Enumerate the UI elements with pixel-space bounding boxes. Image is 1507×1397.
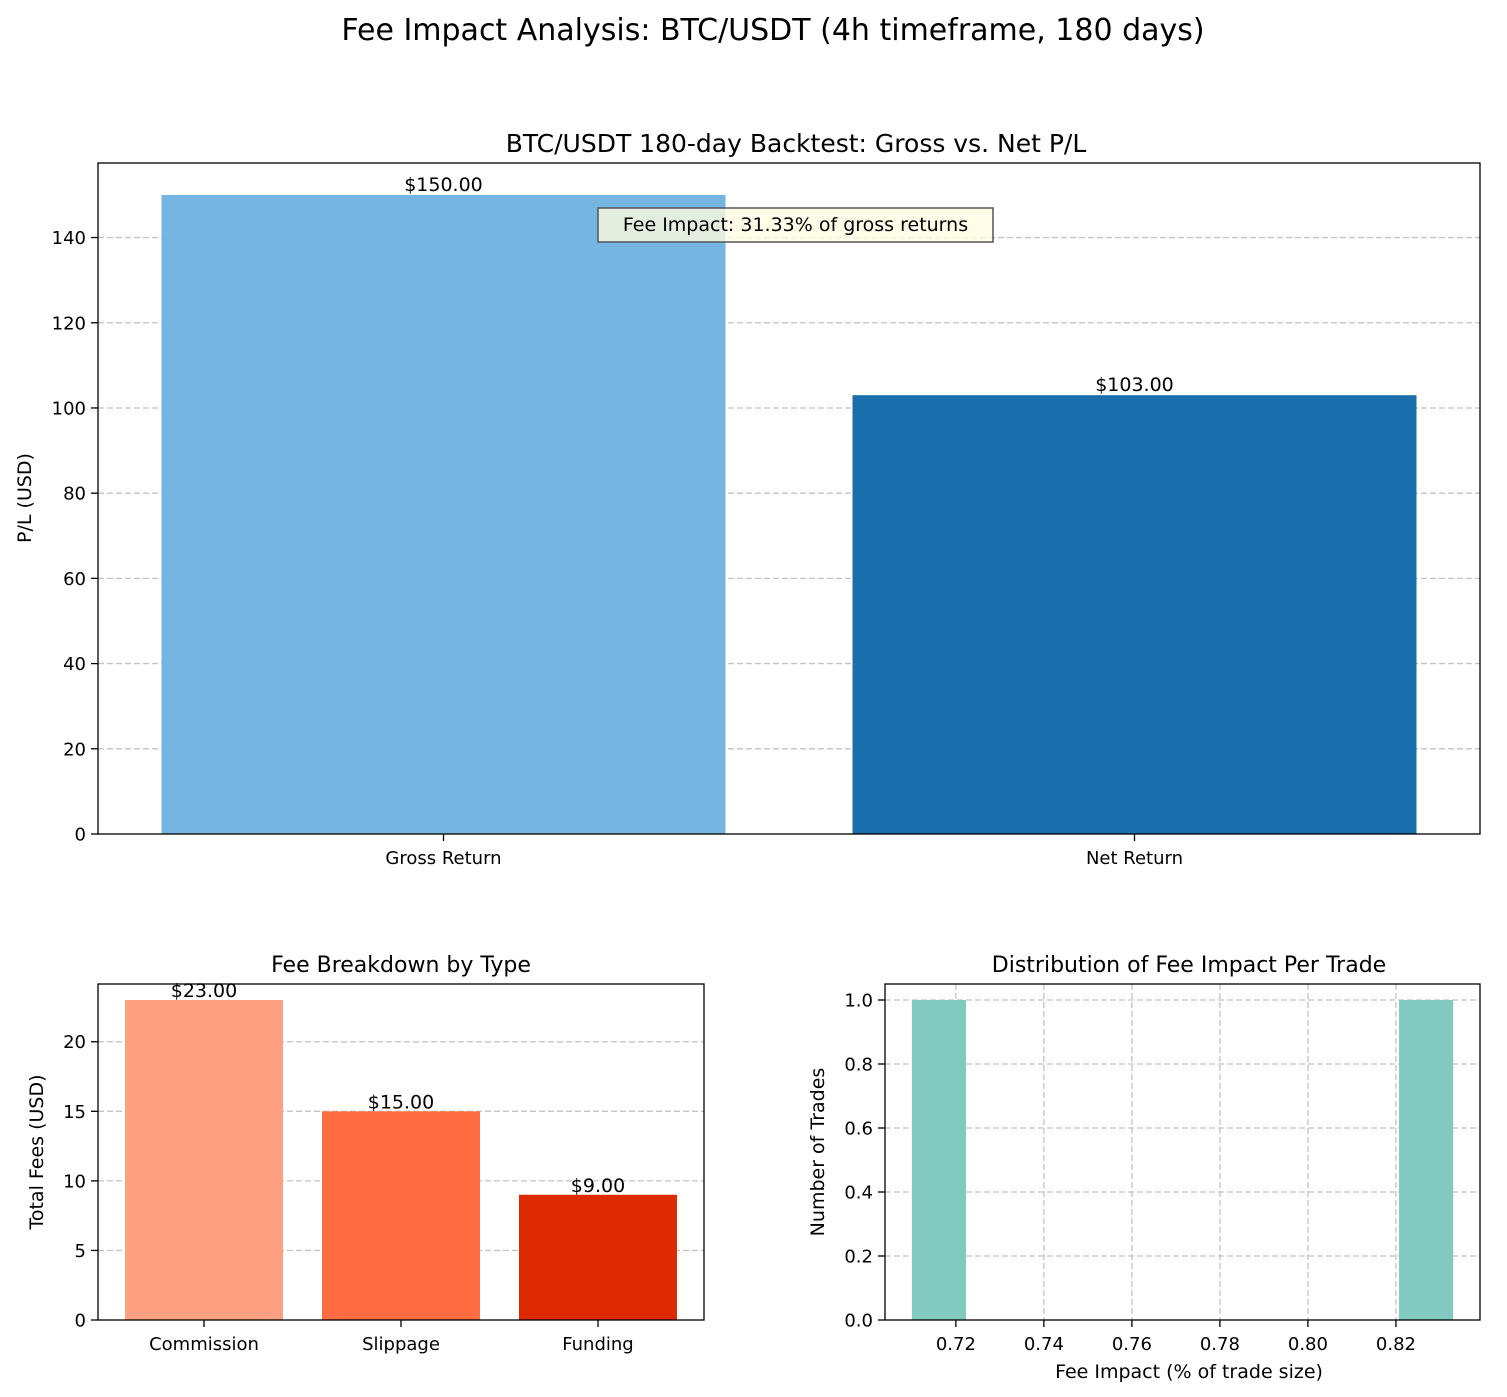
fee-breakdown-title: Fee Breakdown by Type xyxy=(271,953,531,978)
fee-distribution-x-axis-label: Fee Impact (% of trade size) xyxy=(1055,1361,1323,1383)
y-tick-label: 20 xyxy=(63,739,86,760)
x-tick-label: Gross Return xyxy=(385,848,501,869)
gross-net-chart: 0 20 40 60 80 100 120 140 Gross Return Net Retur… xyxy=(14,129,1481,869)
bar-funding xyxy=(519,1194,677,1320)
histogram-bar xyxy=(911,1000,966,1320)
y-tick-label: 10 xyxy=(63,1171,86,1192)
gross-net-title: BTC/USDT 180-day Backtest: Gross vs. Net… xyxy=(506,129,1087,158)
bar-value-label: $23.00 xyxy=(171,980,237,1002)
y-tick-label: 1.0 xyxy=(844,991,873,1012)
histogram-bar xyxy=(1399,1000,1454,1320)
x-tick-label: 0.72 xyxy=(936,1334,976,1355)
fee-distribution-x-ticks: 0.72 0.74 0.76 0.78 0.80 0.82 xyxy=(936,1320,1416,1355)
gross-net-y-axis-label: P/L (USD) xyxy=(14,453,36,543)
x-tick-label: Slippage xyxy=(362,1334,440,1355)
x-tick-label: Funding xyxy=(562,1334,633,1355)
y-tick-label: 0.6 xyxy=(844,1119,873,1140)
gross-net-plot-frame xyxy=(97,162,1481,835)
x-tick-label: 0.78 xyxy=(1200,1334,1240,1355)
fee-breakdown-x-ticks: Commission Slippage Funding xyxy=(149,1320,634,1355)
x-tick-label: Net Return xyxy=(1086,848,1183,869)
y-tick-label: 0.4 xyxy=(844,1183,873,1204)
fee-distribution-title: Distribution of Fee Impact Per Trade xyxy=(992,953,1386,978)
y-tick-label: 0.8 xyxy=(844,1055,873,1076)
y-tick-label: 40 xyxy=(63,654,86,675)
bar-gross-return xyxy=(161,194,726,834)
y-tick-label: 0 xyxy=(75,1311,86,1332)
bar-slippage xyxy=(322,1111,480,1320)
y-tick-label: 100 xyxy=(52,398,86,419)
fee-breakdown-bars xyxy=(125,1000,677,1320)
fee-distribution-plot-frame xyxy=(884,983,1481,1321)
x-tick-label: 0.76 xyxy=(1112,1334,1152,1355)
bar-value-label: $103.00 xyxy=(1095,374,1174,396)
bar-value-label: $150.00 xyxy=(404,174,483,196)
x-tick-label: 0.82 xyxy=(1376,1334,1416,1355)
y-tick-label: 15 xyxy=(63,1102,86,1123)
bar-net-return xyxy=(852,395,1417,834)
bar-commission xyxy=(125,1000,283,1320)
fee-breakdown-y-axis-label: Total Fees (USD) xyxy=(26,1074,48,1230)
y-tick-label: 60 xyxy=(63,569,86,590)
y-tick-label: 0.0 xyxy=(844,1311,873,1332)
y-tick-label: 0 xyxy=(75,825,86,846)
gross-net-y-ticks: 0 20 40 60 80 100 120 140 xyxy=(52,228,98,846)
fee-distribution-chart: 0.00.20.40.60.81.0 0.72 0.74 0.76 0.78 0.80 0… xyxy=(807,953,1481,1383)
figure-suptitle: Fee Impact Analysis: BTC/USDT (4h timefr… xyxy=(341,13,1204,48)
fee-breakdown-chart: 0 5 10 15 20 Commission Slippage Funding $23.0… xyxy=(26,953,705,1355)
bar-value-label: $15.00 xyxy=(368,1091,434,1113)
bar-value-label: $9.00 xyxy=(571,1175,625,1197)
y-tick-label: 80 xyxy=(63,484,86,505)
y-tick-label: 0.2 xyxy=(844,1247,873,1268)
fee-distribution-gridlines xyxy=(885,984,1480,1320)
fee-impact-annotation-box xyxy=(597,207,994,243)
fee-breakdown-value-labels: $23.00 $15.00 $9.00 xyxy=(171,980,625,1197)
y-tick-label: 120 xyxy=(52,313,86,334)
fee-impact-annotation: Fee Impact: 31.33% of gross returns xyxy=(623,214,968,236)
fee-distribution-y-ticks: 0.0 0.2 0.4 0.6 0.8 1.0 xyxy=(844,991,885,1332)
x-tick-label: 0.80 xyxy=(1288,1334,1328,1355)
fee-distribution-bars xyxy=(911,1000,1454,1320)
x-tick-label: 0.74 xyxy=(1024,1334,1064,1355)
gross-net-value-labels: $150.00 $103.00 xyxy=(404,174,1174,396)
gross-net-bars xyxy=(161,194,1417,834)
fee-breakdown-y-ticks: 0 5 10 15 20 xyxy=(63,1032,98,1332)
y-tick-label: 140 xyxy=(52,228,86,249)
y-tick-label: 20 xyxy=(63,1032,86,1053)
fee-distribution-y-axis-label: Number of Trades xyxy=(807,1068,829,1237)
x-tick-label: Commission xyxy=(149,1334,259,1355)
y-tick-label: 5 xyxy=(75,1241,86,1262)
gross-net-x-ticks: Gross Return Net Return xyxy=(385,834,1183,869)
